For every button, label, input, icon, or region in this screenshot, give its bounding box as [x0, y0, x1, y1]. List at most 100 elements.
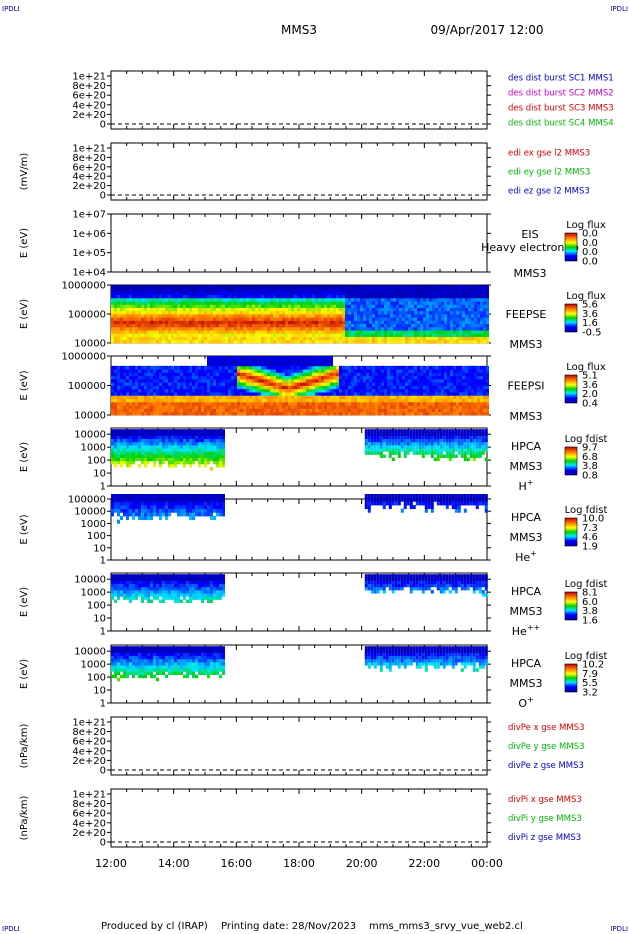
- spectrogram-cell-feepsi: [486, 411, 489, 416]
- spectrogram-cell-feepsi: [348, 365, 351, 370]
- spectrogram-cell-feepsi: [372, 365, 375, 370]
- spectrogram-cell-feepse: [180, 288, 183, 292]
- spectrogram-cell-feepse: [288, 288, 291, 292]
- spectrogram-cell-feepse: [174, 297, 177, 302]
- spectrogram-cell-feepsi: [456, 365, 459, 370]
- spectrogram-cell-feepse: [294, 301, 297, 305]
- spectrogram-cell-feepse: [420, 317, 423, 321]
- spectrogram-cell-feepse: [444, 320, 447, 325]
- spectrogram-cell-feepsi: [339, 408, 342, 413]
- spectrogram-cell-feepse: [303, 333, 306, 337]
- spectrogram-cell-feepse: [306, 310, 309, 315]
- spectrogram-cell-feepse: [240, 317, 243, 321]
- spectrogram-cell-feepse: [297, 314, 300, 318]
- spectrogram-cell-feepse: [255, 285, 258, 289]
- y-tick-label-feepse-2: 10000: [74, 339, 106, 350]
- spectrogram-cell-feepse: [486, 294, 489, 299]
- spectrogram-cell-feepse: [165, 317, 168, 321]
- spectrogram-cell-feepse: [408, 297, 411, 302]
- spectrogram-cell-feepsi: [297, 369, 300, 373]
- spectrogram-cell-feepse: [447, 323, 450, 328]
- spectrogram-cell-feepse: [450, 326, 453, 331]
- spectrogram-cell-hpca_h: [174, 435, 177, 440]
- spectrogram-cell-feepse: [336, 326, 339, 331]
- spectrogram-cell-feepsi: [438, 398, 441, 403]
- spectrogram-cell-feepse: [333, 317, 336, 321]
- spectrogram-cell-feepse: [153, 330, 156, 334]
- spectrogram-cell-feepse: [408, 336, 411, 341]
- spectrogram-cell-feepse: [309, 339, 312, 344]
- spectrogram-cell-feepse: [123, 326, 126, 331]
- y-axis-label-feepse: E (eV): [19, 299, 30, 329]
- spectrogram-cell-feepsi: [432, 385, 435, 390]
- spectrogram-cell-feepse: [159, 304, 162, 308]
- spectrogram-cell-feepse: [219, 326, 222, 331]
- spectrogram-cell-feepse: [255, 339, 258, 344]
- spectrogram-cell-feepse: [219, 314, 222, 318]
- spectrogram-cell-feepsi: [195, 395, 198, 400]
- spectrogram-cell-feepse: [243, 310, 246, 315]
- spectrogram-cell-feepsi: [345, 408, 348, 413]
- spectrogram-cell-feepse: [300, 294, 303, 299]
- spectrogram-cell-feepsi: [174, 395, 177, 400]
- spectrogram-cell-feepsi: [462, 398, 465, 403]
- spectrogram-cell-feepse: [225, 301, 228, 305]
- spectrogram-cell-hpca_h: [150, 432, 153, 436]
- spectrogram-cell-feepsi: [294, 401, 297, 406]
- spectrogram-cell-feepse: [381, 304, 384, 308]
- spectrogram-cell-feepse: [450, 288, 453, 292]
- spectrogram-cell-feepse: [210, 314, 213, 318]
- spectrogram-cell-feepse: [399, 304, 402, 308]
- spectrogram-cell-feepsi: [456, 408, 459, 413]
- spectrogram-cell-feepsi: [183, 392, 186, 396]
- spectrogram-cell-feepse: [417, 323, 420, 328]
- spectrogram-cell-feepse: [165, 333, 168, 337]
- spectrogram-cell-hpca_h: [117, 457, 120, 462]
- spectrogram-cell-feepsi: [300, 369, 303, 373]
- spectrogram-cell-feepse: [396, 330, 399, 334]
- spectrogram-cell-feepsi: [231, 369, 234, 373]
- spectrogram-cell-feepse: [300, 314, 303, 318]
- spectrogram-cell-feepse: [267, 307, 270, 312]
- spectrogram-cell-feepse: [192, 304, 195, 308]
- spectrogram-cell-feepsi: [111, 395, 114, 400]
- spectrogram-cell-feepse: [240, 314, 243, 318]
- spectrogram-cell-feepse: [276, 339, 279, 344]
- spectrogram-cell-feepsi: [261, 375, 264, 380]
- spectrogram-cell-feepsi: [186, 388, 189, 393]
- spectrogram-cell-feepse: [387, 330, 390, 334]
- spectrogram-cell-hpca_h: [159, 441, 162, 446]
- spectrogram-cell-feepse: [321, 301, 324, 305]
- spectrogram-cell-feepse: [333, 301, 336, 305]
- spectrogram-cell-feepse: [390, 314, 393, 318]
- spectrogram-cell-feepsi: [366, 385, 369, 390]
- spectrogram-cell-feepsi: [249, 398, 252, 403]
- spectrogram-cell-feepsi: [312, 375, 315, 380]
- spectrogram-cell-feepsi: [309, 359, 312, 363]
- spectrogram-cell-feepse: [465, 336, 468, 341]
- spectrogram-cell-feepsi: [483, 408, 486, 413]
- spectrogram-cell-feepse: [138, 317, 141, 321]
- spectrogram-cell-feepse: [381, 314, 384, 318]
- spectrogram-cell-feepse: [147, 297, 150, 302]
- spectrogram-cell-hpca_h: [183, 454, 186, 458]
- spectrogram-cell-feepse: [306, 317, 309, 321]
- spectrogram-cell-feepse: [111, 294, 114, 299]
- spectrogram-cell-feepsi: [405, 372, 408, 377]
- spectrogram-cell-feepsi: [246, 356, 249, 360]
- spectrogram-cell-feepse: [135, 294, 138, 299]
- spectrogram-cell-feepsi: [423, 388, 426, 393]
- spectrogram-cell-feepse: [324, 304, 327, 308]
- spectrogram-cell-feepse: [393, 307, 396, 312]
- spectrogram-cell-feepse: [369, 326, 372, 331]
- spectrogram-cell-feepsi: [150, 408, 153, 413]
- spectrogram-cell-feepsi: [162, 388, 165, 393]
- spectrogram-cell-feepse: [309, 307, 312, 312]
- spectrogram-cell-feepse: [252, 297, 255, 302]
- spectrogram-cell-feepsi: [117, 372, 120, 377]
- spectrogram-cell-feepse: [168, 339, 171, 344]
- spectrogram-cell-feepsi: [114, 372, 117, 377]
- spectrogram-cell-hpca_h: [147, 441, 150, 446]
- spectrogram-cell-feepse: [369, 339, 372, 344]
- spectrogram-cell-feepse: [201, 288, 204, 292]
